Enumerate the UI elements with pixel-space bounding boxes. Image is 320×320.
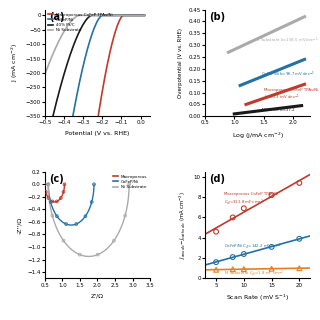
Text: (c): (c)	[49, 174, 64, 184]
Point	[269, 193, 274, 198]
Point	[95, 252, 100, 257]
Point	[269, 266, 274, 271]
Point	[61, 189, 66, 195]
X-axis label: Potential (V vs. RHE): Potential (V vs. RHE)	[65, 131, 130, 136]
Y-axis label: Overpotential (V vs. RHE): Overpotential (V vs. RHE)	[178, 28, 183, 98]
Point	[241, 267, 246, 272]
X-axis label: Z'/Ω: Z'/Ω	[91, 293, 104, 298]
Point	[74, 221, 79, 227]
Point	[54, 214, 60, 219]
Text: CoFeP/Ni $C_{dl}$=142.2 mF cm$^{-2}$: CoFeP/Ni $C_{dl}$=142.2 mF cm$^{-2}$	[224, 241, 283, 251]
Point	[77, 252, 82, 257]
Point	[230, 215, 235, 220]
Point	[213, 229, 219, 234]
Point	[46, 182, 51, 187]
Point	[50, 213, 55, 218]
Point	[61, 238, 66, 243]
Point	[46, 196, 51, 201]
X-axis label: Log (j/mA cm$^{-2}$): Log (j/mA cm$^{-2}$)	[232, 131, 284, 141]
Point	[58, 196, 63, 201]
Point	[126, 182, 132, 187]
Point	[89, 199, 94, 204]
Point	[43, 189, 48, 195]
X-axis label: Scan Rate (mV S$^{-1}$): Scan Rate (mV S$^{-1}$)	[226, 293, 289, 303]
Y-axis label: J (mA cm$^{-2}$): J (mA cm$^{-2}$)	[10, 44, 20, 83]
Legend: Macroporous CoFeP TPAs/Ni, CoFeP/Ni, 40% Pt/C, Ni Substrate: Macroporous CoFeP TPAs/Ni, CoFeP/Ni, 40%…	[47, 12, 114, 33]
Point	[48, 199, 53, 204]
Point	[213, 267, 219, 272]
Point	[230, 254, 235, 260]
Point	[241, 206, 246, 211]
Point	[46, 182, 51, 187]
Point	[241, 252, 246, 257]
Text: 40% Pt/C b=37.2: 40% Pt/C b=37.2	[260, 108, 294, 112]
Point	[230, 267, 235, 272]
Text: Ni Substrate b=158.5 mV dec$^{-1}$: Ni Substrate b=158.5 mV dec$^{-1}$	[255, 36, 318, 45]
Text: (a): (a)	[49, 12, 65, 22]
Point	[123, 213, 128, 218]
Text: CoFeP/Ni b=96.7 mV dec$^{-1}$: CoFeP/Ni b=96.7 mV dec$^{-1}$	[260, 70, 315, 79]
Point	[92, 182, 97, 187]
Y-axis label: -Z''/Ω: -Z''/Ω	[17, 217, 22, 234]
Text: Ni Substrate $C_{dl}$=1.8 mF cm$^{-2}$: Ni Substrate $C_{dl}$=1.8 mF cm$^{-2}$	[224, 268, 284, 278]
Point	[50, 199, 55, 204]
Point	[62, 182, 67, 187]
Text: Macroporous CoFeP TPAs/Ni
b=65.3 mV dec$^{-1}$: Macroporous CoFeP TPAs/Ni b=65.3 mV dec$…	[264, 88, 318, 102]
Point	[83, 214, 88, 219]
Text: (b): (b)	[209, 12, 225, 22]
Text: (d): (d)	[209, 174, 225, 184]
Point	[63, 221, 68, 227]
Y-axis label: $J_{anodic}$$-$$J_{cathodic}$ (mA cm$^{-2}$): $J_{anodic}$$-$$J_{cathodic}$ (mA cm$^{-…	[178, 191, 188, 259]
Point	[297, 266, 302, 271]
Point	[297, 236, 302, 241]
Point	[269, 244, 274, 250]
Point	[297, 180, 302, 186]
Legend: Macroporous, CoFeP/Ni, Ni Substrate: Macroporous, CoFeP/Ni, Ni Substrate	[112, 174, 148, 190]
Point	[111, 238, 116, 243]
Text: Macroporous CoFeP TPAs/Ni
$C_{dl}$=311.8 mF cm$^{-2}$: Macroporous CoFeP TPAs/Ni $C_{dl}$=311.8…	[224, 192, 279, 207]
Point	[213, 260, 219, 265]
Point	[54, 199, 60, 204]
Point	[42, 182, 47, 187]
